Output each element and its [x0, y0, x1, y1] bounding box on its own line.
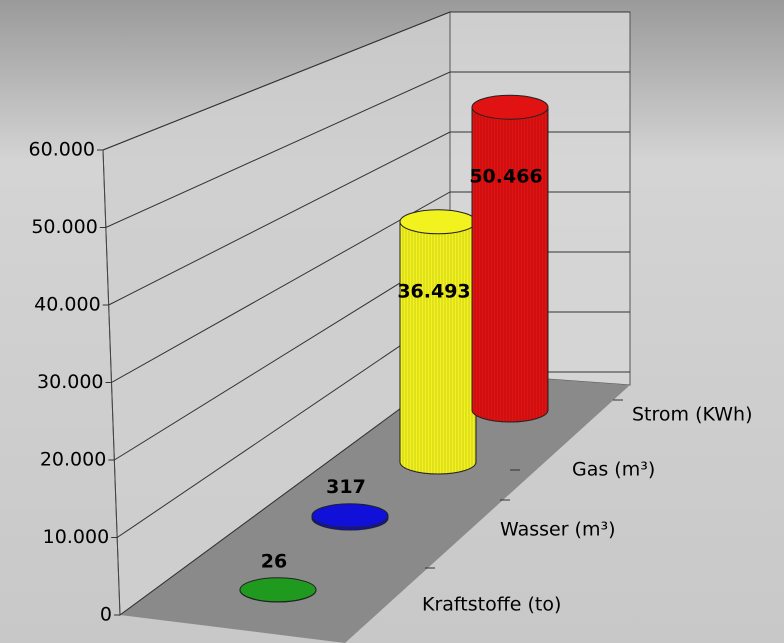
cylinder [311, 503, 389, 531]
y-tick-label: 30.000 [37, 371, 103, 393]
cylinder-top [239, 577, 317, 603]
grid-line [111, 191, 630, 383]
y-tick-label: 60.000 [29, 139, 95, 161]
cylinder-body [471, 106, 549, 423]
value-label: 26 [261, 550, 287, 572]
x-tick-label: Gas (m³) [572, 459, 655, 481]
y-tick-label: 0 [100, 604, 112, 626]
y-tick-label: 10.000 [43, 526, 109, 548]
y-tick-label: 20.000 [40, 449, 106, 471]
cylinder-body [399, 221, 477, 475]
cylinder [239, 577, 317, 603]
grid-line [105, 71, 630, 228]
cylinder-top [311, 503, 389, 529]
cylinder [399, 209, 477, 475]
grid-line [102, 11, 630, 151]
y-tick-label: 50.000 [31, 216, 97, 238]
y-tick-label: 40.000 [34, 294, 100, 316]
cylinder-top [399, 209, 477, 235]
x-tick-label: Wasser (m³) [500, 519, 616, 541]
value-label: 317 [326, 476, 366, 498]
grid-line [108, 131, 630, 306]
value-label: 50.466 [469, 166, 542, 188]
cylinder [471, 94, 549, 423]
x-tick-label: Kraftstoffe (to) [422, 594, 561, 616]
cylinder-top [471, 94, 549, 120]
value-label: 36.493 [397, 280, 470, 302]
x-tick-label: Strom (KWh) [632, 404, 753, 426]
